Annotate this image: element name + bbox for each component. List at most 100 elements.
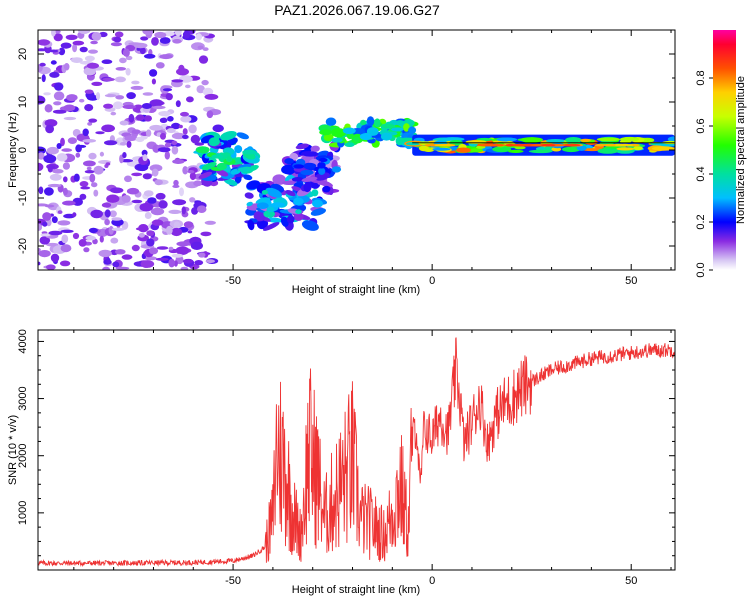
spectrogram-feature-0	[86, 62, 99, 69]
spectrogram-feature-3	[285, 190, 296, 197]
spectrogram-feature-4	[381, 124, 396, 129]
spectrogram-feature-5	[602, 143, 618, 147]
spectrogram-feature-0	[181, 206, 186, 215]
spectrogram-feature-5	[544, 146, 554, 151]
spectrogram-feature-0	[139, 47, 146, 55]
spectrogram-feature-5	[616, 147, 635, 151]
spectrogram-feature-0	[171, 140, 178, 145]
colorbar-label: Normalized spectral amplitude	[735, 76, 747, 224]
spectrogram-feature-0	[142, 30, 155, 36]
spectrogram-feature-0	[180, 266, 189, 270]
spectrogram-feature-0	[183, 221, 194, 229]
spectrogram-feature-0	[143, 190, 154, 197]
spectrogram-feature-0	[84, 104, 94, 112]
spectrogram-feature-0	[101, 124, 115, 133]
spectrogram-feature-0	[176, 68, 189, 76]
spectrogram-feature-0	[138, 224, 149, 233]
spectrogram-feature-0	[149, 69, 158, 77]
spectrogram-feature-0	[44, 119, 58, 127]
spectrogram-feature-0	[198, 252, 206, 258]
spectrogram-feature-0	[194, 260, 204, 266]
spectrogram-feature-4	[344, 142, 355, 147]
spectrogram-feature-0	[185, 84, 191, 89]
spectrogram-feature-0	[142, 154, 148, 162]
spectrogram-feature-0	[186, 96, 194, 103]
spectrogram-feature-0	[98, 249, 112, 258]
spectrogram-feature-0	[179, 187, 184, 197]
spectrogram-feature-4	[319, 129, 332, 136]
spectrogram-feature-0	[114, 76, 126, 83]
spectrogram-feature-2	[280, 216, 289, 227]
spectrogram-feature-5	[496, 137, 517, 142]
spectrogram-feature-0	[87, 122, 93, 126]
spectrogram-feature-0	[95, 131, 105, 135]
spectrogram-feature-0	[91, 32, 102, 41]
spectrogram-feature-0	[38, 261, 41, 266]
spectrogram-feature-0	[168, 209, 182, 214]
spectrogram-feature-5	[581, 148, 603, 152]
spectrogram-feature-0	[136, 47, 141, 51]
spectrogram-feature-0	[174, 30, 182, 37]
spectrogram-feature-0	[51, 30, 56, 37]
spectrogram-feature-0	[72, 43, 78, 53]
spectrogram-feature-0	[182, 166, 189, 175]
colorbar-tick-label-1: 0.2	[695, 214, 707, 229]
spectrogram-feature-0	[148, 247, 159, 255]
spectrogram-feature-0	[146, 230, 155, 237]
spectrogram-feature-0	[79, 98, 85, 103]
spectrogram-feature-2	[310, 208, 326, 216]
spectrogram-feature-0	[89, 173, 96, 183]
spectrogram-feature-0	[176, 241, 191, 247]
spectrogram-feature-2	[262, 222, 280, 231]
snr-ytick-label-0: 4000	[17, 329, 29, 353]
spectrogram-feature-4	[325, 117, 337, 126]
snr-ytick-label-1: 3000	[17, 386, 29, 410]
spectrogram-feature-5	[508, 149, 524, 153]
spectrogram-feature-0	[101, 202, 112, 208]
spectrogram-ytick-label-4: -20	[17, 238, 29, 254]
spectrogram-feature-1	[198, 171, 213, 179]
spectrogram-ytick-label-0: 20	[17, 48, 29, 60]
spectrogram-feature-4	[374, 118, 381, 127]
spectrogram-feature-1	[223, 178, 238, 186]
spectrogram-feature-5	[485, 143, 504, 147]
spectrogram-feature-0	[113, 101, 123, 110]
spectrogram-feature-0	[175, 100, 181, 108]
spectrogram-feature-0	[131, 80, 140, 85]
spectrogram-feature-5	[434, 143, 456, 147]
spectrogram-feature-0	[46, 242, 59, 247]
spectrogram-feature-0	[49, 71, 60, 78]
spectrogram-feature-0	[110, 237, 119, 244]
spectrogram-feature-0	[104, 140, 118, 146]
spectrogram-feature-4	[331, 137, 343, 143]
spectrogram-feature-3	[314, 172, 330, 181]
spectrogram-feature-0	[38, 152, 45, 160]
spectrogram-feature-0	[75, 152, 81, 158]
spectrogram-feature-0	[125, 68, 131, 76]
colorbar-tick-label-3: 0.6	[695, 118, 707, 133]
spectrogram-feature-0	[38, 248, 41, 252]
colorbar-tick-label-2: 0.4	[695, 166, 707, 181]
spectrogram-feature-0	[43, 92, 51, 96]
spectrogram-feature-3	[310, 145, 320, 153]
spectrogram-feature-0	[104, 218, 110, 226]
spectrogram-feature-2	[265, 187, 282, 198]
spectrogram-feature-0	[104, 209, 111, 218]
colorbar: 0.0 0.2 0.4 0.6 0.8 Normalized spectral ampl…	[695, 30, 747, 278]
spectrogram-x-label: Height of straight line (km)	[292, 284, 420, 296]
spectrogram-feature-3	[289, 152, 299, 161]
snr-xtick-label-1: 0	[429, 575, 435, 587]
spectrogram-feature-0	[62, 162, 70, 170]
spectrogram-feature-0	[41, 74, 46, 83]
spectrogram-feature-0	[73, 173, 80, 182]
spectrogram-feature-0	[109, 210, 117, 218]
spectrogram-feature-2	[246, 180, 261, 190]
spectrogram-feature-0	[126, 92, 136, 100]
spectrogram-feature-0	[38, 95, 46, 105]
spectrogram-feature-0	[82, 128, 89, 137]
spectrogram-feature-0	[131, 244, 140, 252]
spectrogram-ytick-label-2: 0	[17, 147, 29, 153]
spectrogram-feature-2	[256, 207, 267, 213]
spectrogram-feature-0	[38, 186, 44, 195]
